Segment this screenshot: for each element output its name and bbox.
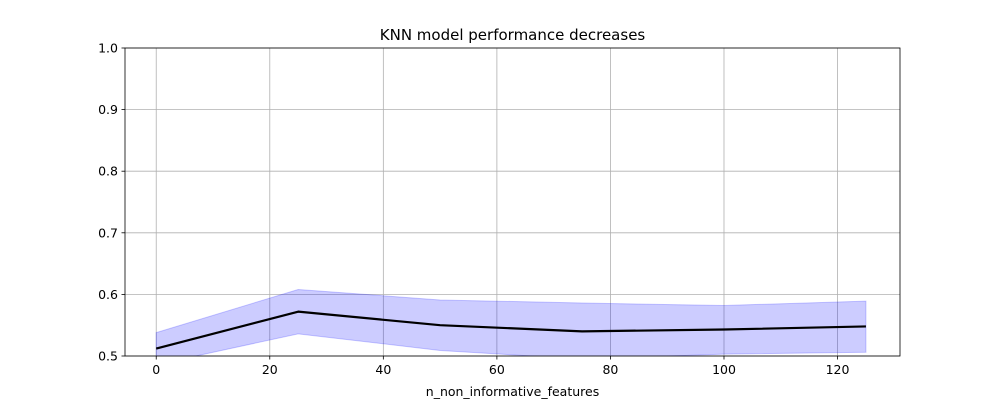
y-axis-ticks: 0.5 0.6 0.7 0.8 0.9 1.0 xyxy=(98,41,125,364)
y-tick-label: 0.6 xyxy=(98,287,118,302)
y-tick-label: 0.7 xyxy=(98,225,118,240)
y-tick-label: 0.9 xyxy=(98,102,118,117)
x-tick-label: 0 xyxy=(152,362,160,377)
plot-frame xyxy=(124,47,901,357)
x-tick-label: 100 xyxy=(712,362,736,377)
x-tick-label: 60 xyxy=(489,362,505,377)
chart-title: KNN model performance decreases xyxy=(380,26,646,44)
x-tick-label: 40 xyxy=(375,362,391,377)
x-tick-label: 80 xyxy=(602,362,618,377)
confidence-band xyxy=(155,288,867,356)
plot-background xyxy=(125,48,900,356)
x-axis-label: n_non_informative_features xyxy=(426,384,599,399)
x-tick-label: 20 xyxy=(262,362,278,377)
y-tick-label: 1.0 xyxy=(98,41,118,56)
series-line xyxy=(155,310,866,350)
series-lines xyxy=(155,310,866,350)
y-tick-label: 0.5 xyxy=(98,349,118,364)
x-axis-ticks: 0 20 40 60 80 100 120 xyxy=(152,356,850,377)
x-tick-label: 120 xyxy=(826,362,850,377)
y-tick-label: 0.8 xyxy=(98,164,118,179)
confidence-bands xyxy=(155,288,867,356)
